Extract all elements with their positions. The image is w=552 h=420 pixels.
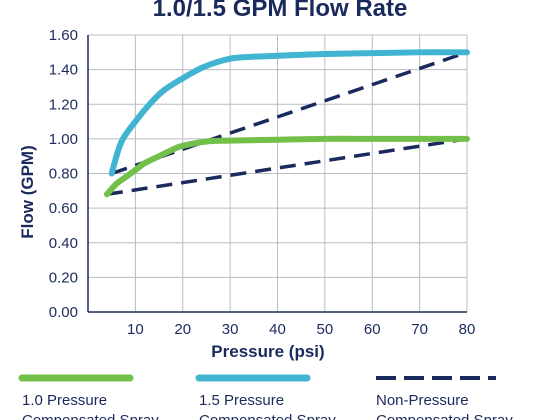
- x-tick-label: 60: [364, 321, 381, 338]
- x-tick-label: 30: [222, 321, 239, 338]
- chart-grid: [88, 34, 468, 313]
- legend-label-line2: Compensated Spray: [22, 412, 159, 420]
- x-tick-label: 50: [317, 321, 334, 338]
- x-axis-label: Pressure (psi): [211, 342, 324, 361]
- y-tick-label: 1.20: [49, 96, 78, 113]
- x-tick-label: 80: [459, 321, 476, 338]
- x-tick-label: 40: [269, 321, 286, 338]
- x-tick-label: 70: [411, 321, 428, 338]
- y-tick-label: 1.40: [49, 62, 78, 79]
- chart-series: [103, 49, 470, 198]
- legend-label-line1: 1.0 Pressure: [22, 392, 107, 409]
- series-line: [106, 137, 468, 197]
- legend-label-line2: Compensated Spray: [199, 412, 336, 420]
- chart-axes: [87, 35, 467, 313]
- x-tick-label: 10: [127, 321, 144, 338]
- y-tick-label: 1.00: [49, 131, 78, 148]
- y-tick-label: 0.00: [49, 304, 78, 321]
- series-line: [103, 135, 470, 198]
- y-axis-label: Flow (GPM): [18, 145, 37, 238]
- y-tick-label: 0.40: [49, 235, 78, 252]
- series-line: [108, 49, 470, 177]
- chart-title: 1.0/1.5 GPM Flow Rate: [153, 0, 408, 22]
- chart-ticks: 0.00 0.20 0.40 0.60 0.80 1.00 1.20 1.40 1.60 10 20…: [49, 27, 476, 338]
- legend-label-line1: 1.5 Pressure: [199, 392, 284, 409]
- y-tick-label: 1.60: [49, 27, 78, 44]
- y-tick-label: 0.60: [49, 200, 78, 217]
- legend-label-line1: Non-Pressure: [376, 392, 469, 409]
- y-tick-label: 0.80: [49, 166, 78, 183]
- legend-label-line2: Compensated Spray: [376, 412, 513, 420]
- chart-legend: 1.0 Pressure Compensated Spray 1.5 Pressur…: [18, 374, 513, 420]
- y-tick-label: 0.20: [49, 269, 78, 286]
- x-tick-label: 20: [174, 321, 191, 338]
